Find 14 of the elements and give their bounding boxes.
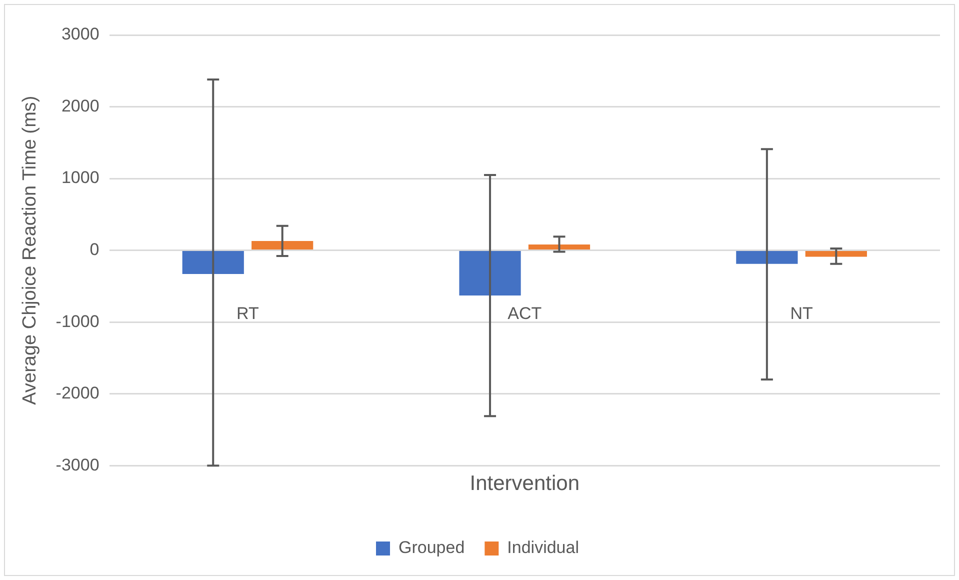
y-tick-label: 0 [90, 240, 100, 259]
y-tick-label: -1000 [56, 312, 100, 331]
x-tick-label: NT [790, 304, 813, 324]
x-tick-label: ACT [508, 304, 542, 324]
y-tick-label: -2000 [56, 384, 100, 403]
y-tick-label: 3000 [61, 24, 100, 44]
legend-label: Grouped [398, 538, 465, 558]
y-tick-label: 2000 [61, 96, 100, 116]
y-axis-title: Average Chjoice Reaction Time (ms) [20, 96, 41, 405]
x-tick-label: RT [236, 304, 259, 324]
y-tick-label: 1000 [61, 168, 100, 188]
y-tick-label: -3000 [56, 455, 100, 474]
legend-label: Individual [507, 538, 579, 558]
x-axis-title: Intervention [470, 472, 580, 495]
